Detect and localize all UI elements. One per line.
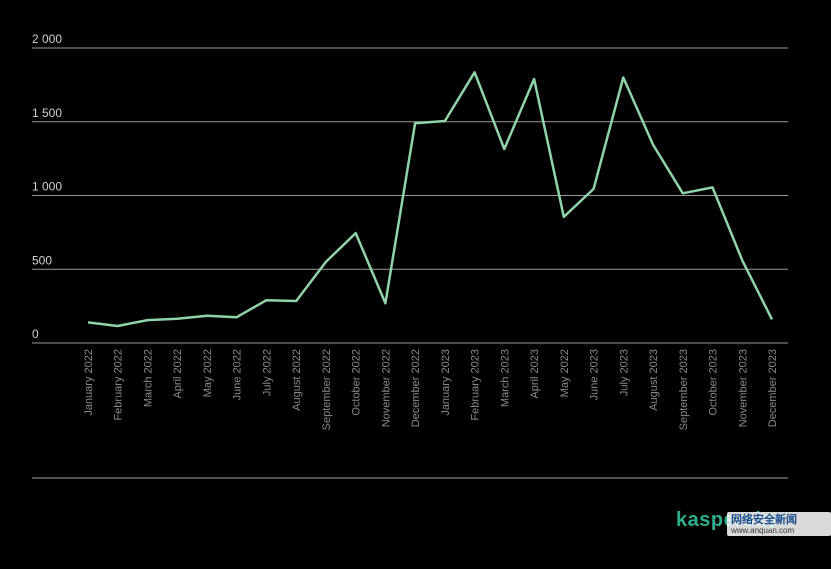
watermark-url: www.anquan.com	[731, 525, 795, 535]
x-tick-label: February 2023	[470, 349, 482, 421]
x-tick-label: December 2023	[767, 349, 779, 427]
x-tick-label: November 2023	[737, 349, 749, 427]
y-axis-ticks: 0 500 1 000 1 500 2 000	[32, 32, 62, 341]
x-tick-label: March 2023	[499, 349, 511, 407]
x-tick-label: September 2022	[321, 349, 333, 430]
x-tick-label: June 2022	[232, 349, 244, 400]
y-tick-label: 0	[32, 327, 39, 341]
x-axis-ticks: January 2022 February 2022 March 2022 April…	[83, 349, 779, 430]
x-tick-label: July 2023	[618, 349, 630, 396]
x-tick-label: January 2023	[440, 349, 452, 416]
x-tick-label: March 2022	[142, 349, 154, 407]
x-tick-label: December 2022	[410, 349, 422, 427]
x-tick-label: August 2022	[291, 349, 303, 411]
x-tick-label: January 2022	[83, 349, 95, 416]
x-tick-label: July 2022	[261, 349, 273, 396]
x-tick-label: May 2022	[559, 349, 571, 397]
x-tick-label: August 2023	[648, 349, 660, 411]
series-line	[87, 71, 774, 328]
y-tick-label: 500	[32, 253, 52, 267]
x-tick-label: February 2022	[113, 349, 125, 421]
watermark-title: 网络安全新闻	[731, 513, 797, 526]
x-tick-label: April 2023	[529, 349, 541, 399]
x-tick-label: June 2023	[589, 349, 601, 400]
x-tick-label: May 2022	[202, 349, 214, 397]
gridlines	[32, 47, 788, 344]
x-tick-label: November 2022	[380, 349, 392, 427]
x-tick-label: October 2022	[351, 349, 363, 416]
y-tick-label: 1 500	[32, 106, 62, 120]
site-watermark: 网络安全新闻 www.anquan.com	[727, 512, 831, 536]
y-tick-label: 1 000	[32, 180, 62, 194]
y-tick-label: 2 000	[32, 32, 62, 46]
x-tick-label: October 2023	[708, 349, 720, 416]
x-tick-label: April 2022	[172, 349, 184, 399]
x-tick-label: September 2023	[678, 349, 690, 430]
